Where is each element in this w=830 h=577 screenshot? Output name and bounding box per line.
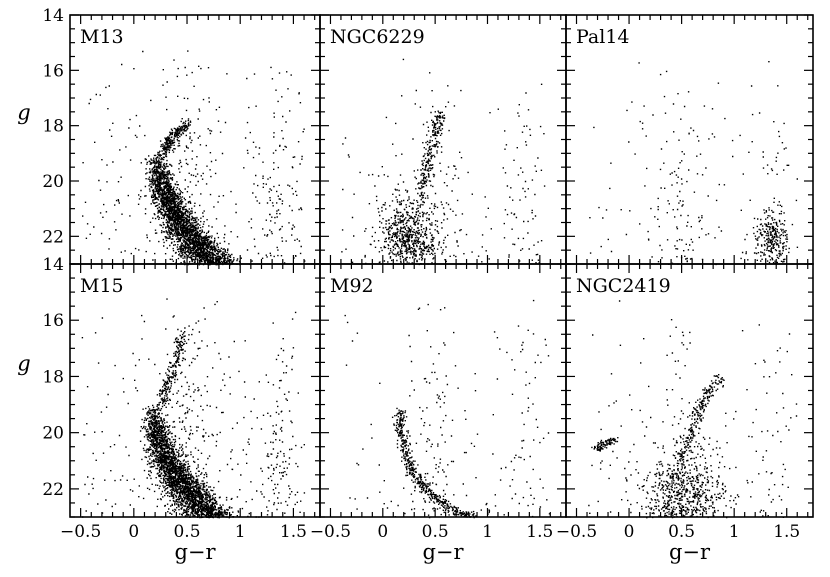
y-tick-label: 22 bbox=[42, 480, 64, 500]
x-tick-label: 0.5 bbox=[422, 522, 449, 542]
y-tick-label: 16 bbox=[42, 61, 64, 81]
panel-label: NGC2419 bbox=[576, 275, 671, 297]
y-tick-label: 18 bbox=[42, 367, 64, 387]
star-points bbox=[589, 61, 799, 266]
x-tick-label: 1.5 bbox=[280, 522, 307, 542]
x-tick-label: 1 bbox=[235, 522, 246, 542]
star-points bbox=[344, 299, 551, 519]
y-tick-label: 22 bbox=[42, 227, 64, 247]
x-tick-label: −0.5 bbox=[60, 522, 101, 542]
y-axis-label: g bbox=[17, 101, 30, 125]
panel-frame bbox=[565, 14, 814, 265]
panel-label: M15 bbox=[80, 275, 124, 297]
panel-label: M92 bbox=[330, 275, 374, 297]
x-axis-label: g−r bbox=[669, 540, 711, 564]
x-axis-label: g−r bbox=[174, 540, 216, 564]
y-axis-label: g bbox=[17, 351, 30, 375]
y-tick-label: 20 bbox=[42, 424, 64, 444]
star-points bbox=[588, 300, 798, 519]
x-tick-label: 1 bbox=[482, 522, 493, 542]
x-axis-label: g−r bbox=[422, 540, 464, 564]
x-tick-label: −0.5 bbox=[556, 522, 597, 542]
x-tick-label: 0 bbox=[377, 522, 388, 542]
panel-m15: M15 14 16 18 20 22 −0.5 0 0.5 1 1.5 bbox=[42, 255, 321, 542]
panel-label: Pal14 bbox=[576, 26, 630, 48]
x-tick-label: 0.5 bbox=[173, 522, 200, 542]
panel-label: M13 bbox=[80, 26, 124, 48]
x-tick-label: 0.5 bbox=[668, 522, 695, 542]
panel-m92: M92 −0.5 0 0.5 1 1.5 bbox=[310, 263, 567, 542]
x-tick-label: 1.5 bbox=[526, 522, 553, 542]
x-tick-label: 0 bbox=[624, 522, 635, 542]
panel-ngc6229: NGC6229 bbox=[319, 14, 567, 266]
x-tick-label: −0.5 bbox=[310, 522, 351, 542]
star-points bbox=[81, 298, 306, 519]
star-points bbox=[82, 50, 306, 266]
panel-pal14: Pal14 bbox=[565, 14, 814, 266]
panel-ngc2419: NGC2419 −0.5 0 0.5 1 1.5 bbox=[556, 263, 814, 542]
y-tick-label: 14 bbox=[42, 255, 64, 275]
y-tick-label: 14 bbox=[42, 6, 64, 26]
y-tick-label: 16 bbox=[42, 311, 64, 331]
x-tick-label: 0 bbox=[128, 522, 139, 542]
panel-label: NGC6229 bbox=[330, 26, 425, 48]
panel-frame bbox=[319, 263, 567, 518]
x-tick-label: 1 bbox=[729, 522, 740, 542]
y-tick-label: 20 bbox=[42, 172, 64, 192]
x-tick-label: 1.5 bbox=[773, 522, 800, 542]
star-points bbox=[341, 58, 546, 266]
panel-m13: M13 14 16 18 20 22 bbox=[42, 6, 321, 266]
axis-labels: g g g−r g−r g−r bbox=[17, 101, 711, 564]
panel-group: M13 14 16 18 20 22 NGC6229 Pal14 M15 14 16 18 20 22 −0… bbox=[42, 6, 814, 542]
y-tick-label: 18 bbox=[42, 117, 64, 137]
panel-frame bbox=[319, 14, 567, 265]
